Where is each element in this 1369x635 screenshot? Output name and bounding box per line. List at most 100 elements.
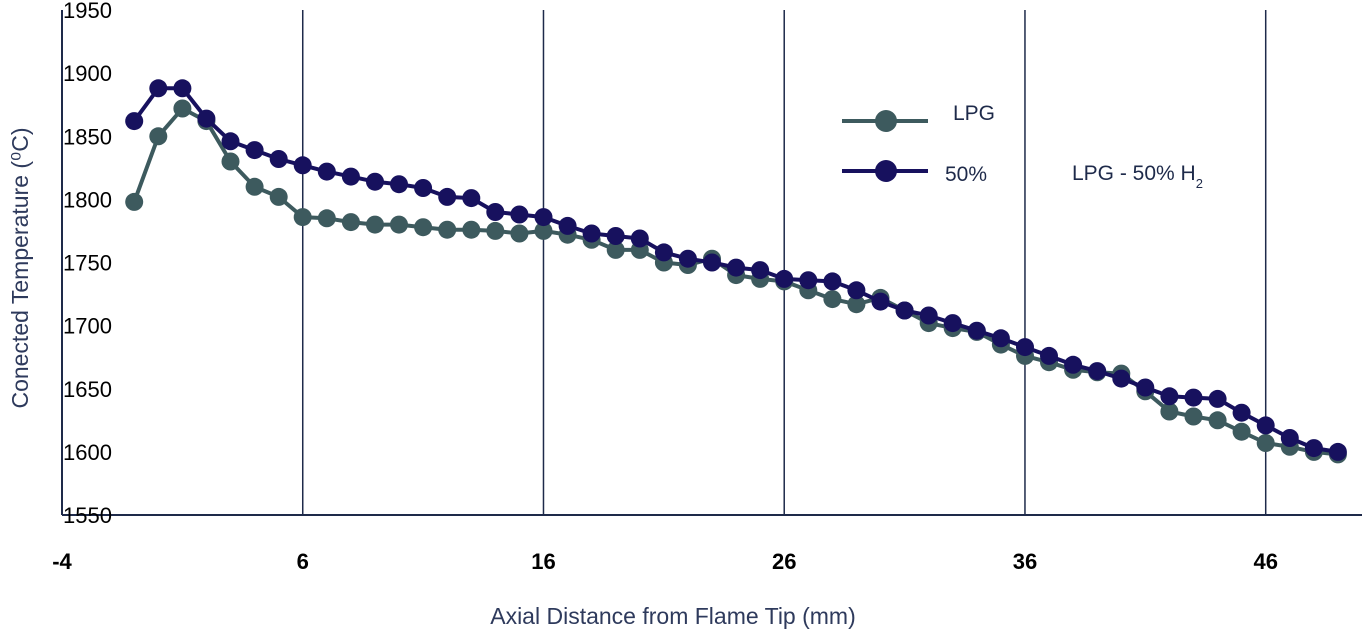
data-point-series-0 xyxy=(173,99,192,118)
data-point-series-1 xyxy=(1112,369,1131,388)
data-point-series-1 xyxy=(703,253,721,272)
legend-item-lpg: LPG xyxy=(842,102,995,132)
y-tick-label: 1650 xyxy=(63,377,112,402)
data-point-series-1 xyxy=(125,112,144,131)
legend-marker-lpg xyxy=(875,110,897,132)
data-point-series-0 xyxy=(390,215,408,234)
data-point-series-1 xyxy=(269,150,288,168)
x-tick-label: 36 xyxy=(1013,549,1037,574)
data-point-series-0 xyxy=(462,220,481,239)
data-point-series-1 xyxy=(462,189,481,208)
data-point-series-1 xyxy=(1232,403,1251,422)
data-point-series-0 xyxy=(149,127,168,146)
x-tick-label: 26 xyxy=(772,549,796,574)
data-point-series-0 xyxy=(1232,422,1251,441)
data-point-series-1 xyxy=(1040,346,1058,365)
legend-item-50pct: 50% xyxy=(842,160,987,186)
data-point-series-1 xyxy=(510,205,529,224)
data-point-series-1 xyxy=(245,141,264,160)
data-point-series-1 xyxy=(943,314,962,333)
data-point-series-1 xyxy=(775,269,794,288)
x-axis-title: Axial Distance from Flame Tip (mm) xyxy=(490,603,856,629)
legend: LPG 50% LPG - 50% H2 xyxy=(842,102,1203,191)
data-point-series-0 xyxy=(341,213,360,232)
y-tick-label: 1850 xyxy=(63,124,112,149)
data-point-series-0 xyxy=(1208,411,1227,430)
data-point-series-1 xyxy=(727,258,746,277)
data-point-series-1 xyxy=(1328,442,1347,461)
data-point-series-1 xyxy=(197,109,216,128)
data-point-series-1 xyxy=(1208,389,1227,408)
data-point-series-0 xyxy=(317,209,336,228)
y-tick-label: 1600 xyxy=(63,440,112,465)
series-layer xyxy=(125,79,1347,464)
data-point-series-1 xyxy=(1256,416,1275,435)
data-point-series-1 xyxy=(1304,439,1323,458)
data-point-series-1 xyxy=(1160,387,1179,406)
data-point-series-1 xyxy=(847,281,866,300)
data-point-series-1 xyxy=(678,249,697,268)
plot-area xyxy=(61,10,1362,516)
y-axis-title: Conected Temperature (⁰C) xyxy=(7,127,33,408)
data-point-series-1 xyxy=(751,261,770,280)
data-point-series-0 xyxy=(606,240,625,259)
data-point-series-1 xyxy=(414,179,433,197)
data-point-series-0 xyxy=(1184,407,1203,426)
data-point-series-1 xyxy=(366,172,384,191)
legend-label-lpg: LPG xyxy=(953,102,995,125)
data-point-series-1 xyxy=(534,208,553,227)
x-tick-label: 46 xyxy=(1253,549,1277,574)
y-tick-label: 1700 xyxy=(63,314,112,339)
legend-label-50pct: 50% xyxy=(945,163,987,186)
data-point-series-1 xyxy=(654,243,673,262)
data-point-series-1 xyxy=(558,216,577,235)
y-tick-label: 1950 xyxy=(63,0,112,23)
data-point-series-0 xyxy=(245,177,264,196)
data-point-series-1 xyxy=(606,227,625,245)
data-point-series-1 xyxy=(1064,355,1083,374)
data-point-series-1 xyxy=(221,132,240,151)
data-point-series-1 xyxy=(991,329,1010,348)
y-tick-label: 1750 xyxy=(63,251,112,276)
data-point-series-0 xyxy=(293,208,312,227)
x-tick-label: -4 xyxy=(52,549,72,574)
data-point-series-1 xyxy=(1016,338,1034,357)
data-point-series-1 xyxy=(390,175,408,194)
data-point-series-0 xyxy=(1160,402,1179,421)
data-point-series-0 xyxy=(1256,434,1275,452)
data-point-series-0 xyxy=(221,152,240,171)
annotation-lpg-h2: LPG - 50% H2 xyxy=(1072,162,1203,191)
data-point-series-1 xyxy=(1136,378,1155,397)
data-point-series-0 xyxy=(510,224,529,243)
data-point-series-0 xyxy=(125,192,144,211)
data-point-series-1 xyxy=(919,306,938,325)
data-point-series-1 xyxy=(341,167,360,186)
data-point-series-0 xyxy=(486,221,505,240)
data-point-series-0 xyxy=(847,295,866,314)
y-tick-label: 1800 xyxy=(63,187,112,212)
data-point-series-1 xyxy=(630,229,649,248)
data-point-series-1 xyxy=(967,321,986,340)
data-point-series-0 xyxy=(823,290,842,309)
data-point-series-1 xyxy=(486,203,505,221)
legend-marker-50pct xyxy=(875,160,897,182)
data-point-series-1 xyxy=(582,224,601,243)
data-point-series-1 xyxy=(173,79,192,98)
data-point-series-0 xyxy=(269,187,288,206)
x-tick-labels: -4 6 16 26 36 46 xyxy=(52,549,1278,574)
data-point-series-1 xyxy=(149,79,168,98)
data-point-series-1 xyxy=(799,271,818,290)
data-point-series-1 xyxy=(1280,429,1299,447)
vertical-gridlines xyxy=(301,10,1267,515)
data-point-series-0 xyxy=(366,215,384,234)
data-point-series-1 xyxy=(871,292,890,311)
data-point-series-1 xyxy=(1088,362,1107,381)
data-point-series-1 xyxy=(293,156,312,175)
x-tick-label: 16 xyxy=(531,549,555,574)
data-point-series-0 xyxy=(414,218,433,237)
y-tick-label: 1900 xyxy=(63,61,112,86)
data-point-series-1 xyxy=(1184,388,1203,407)
data-point-series-1 xyxy=(895,301,914,320)
data-point-series-1 xyxy=(823,272,842,291)
